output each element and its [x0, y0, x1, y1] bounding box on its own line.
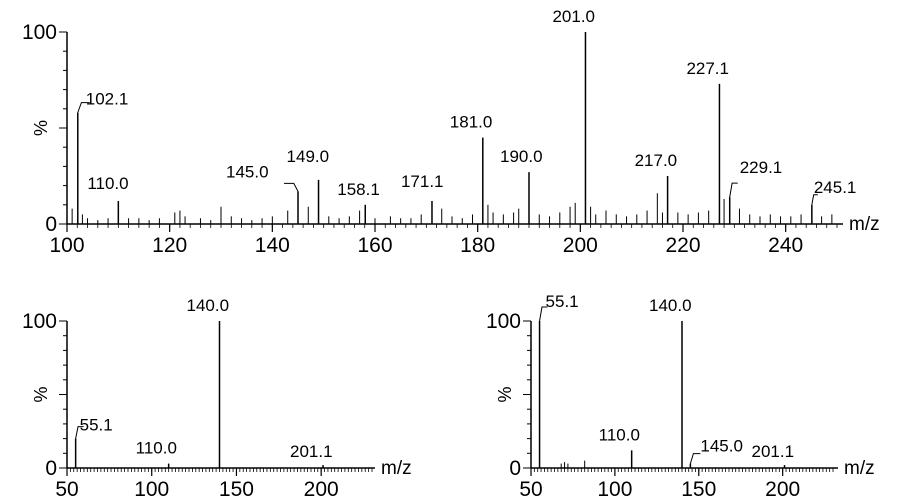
- panel-1-peak-leader: [729, 182, 738, 198]
- panel-1-peak-label: 171.1: [401, 172, 444, 191]
- panel-1-x-tick-label: 100: [49, 234, 84, 257]
- panel-2-x-tick-label: 200: [304, 478, 339, 501]
- panel-1-peak-label: 158.1: [337, 180, 380, 199]
- panel-3-x-tick-label: 50: [519, 478, 542, 501]
- panel-2-peak-label: 110.0: [136, 439, 177, 458]
- panel-2-y-tick-label: 100: [22, 310, 57, 333]
- panel-1-peak-label: 217.0: [635, 151, 678, 170]
- panel-1-x-tick-label: 180: [460, 234, 495, 257]
- panel-3-x-tick-label: 200: [765, 478, 800, 501]
- panel-2-x-axis-label: m/z: [381, 458, 412, 479]
- panel-2-x-tick-label: 150: [219, 478, 254, 501]
- panel-3-y-axis-label: %: [495, 386, 515, 402]
- panel-1-x-axis-label: m/z: [849, 214, 880, 235]
- panel-1-peak-leader: [77, 102, 90, 113]
- panel-3-y-tick-label: 0: [509, 457, 521, 480]
- panel-3-peak-label: 140.0: [649, 296, 692, 315]
- panel-3-x-axis-label: m/z: [844, 458, 875, 479]
- panel-3-peak-label: 110.0: [599, 425, 640, 444]
- panel-1-x-tick-label: 140: [255, 234, 290, 257]
- panel-3-peak-label: 201.1: [752, 442, 795, 461]
- panel-2-peak-leader: [75, 426, 84, 439]
- panel-2-peak-label: 201.1: [290, 442, 333, 461]
- panel-2-y-tick-label: 0: [45, 457, 57, 480]
- panel-1-y-tick-label: 100: [22, 21, 57, 44]
- panel-1-peak-label: 229.1: [740, 158, 783, 177]
- panel-2-y-axis-label: %: [31, 386, 51, 402]
- panel-3-x-tick-label: 100: [597, 478, 632, 501]
- panel-1-peak-label: 227.1: [686, 59, 729, 78]
- panel-1-peak-leader: [284, 182, 299, 192]
- panel-3-peak-leader: [689, 453, 701, 464]
- panel-1-peak-label: 190.0: [500, 147, 543, 166]
- panel-2-x-tick-label: 50: [55, 478, 78, 501]
- panel-3-peak-label: 55.1: [546, 292, 579, 311]
- panel-2-x-tick-label: 100: [134, 478, 169, 501]
- panel-3-peak-leader: [539, 306, 548, 322]
- panel-1-peak-label: 201.0: [552, 7, 595, 26]
- panel-1-peak-label: 181.0: [450, 113, 493, 132]
- panel-1-x-tick-label: 160: [357, 234, 392, 257]
- panel-1-peak-label: 110.0: [87, 174, 128, 193]
- panel-1-y-tick-label: 0: [45, 213, 57, 236]
- panel-3-y-tick-label: 100: [486, 310, 521, 333]
- panel-3-x-tick-label: 150: [681, 478, 716, 501]
- panel-1-peak-label: 102.1: [86, 90, 129, 109]
- panel-1-peak-label: 145.0: [226, 162, 269, 181]
- panel-2-peak-label: 55.1: [80, 416, 113, 435]
- panel-1-x-tick-label: 200: [563, 234, 598, 257]
- panel-1-x-tick-label: 240: [768, 234, 803, 257]
- panel-3-peak-label: 145.0: [700, 437, 743, 456]
- panel-1-x-tick-label: 120: [152, 234, 187, 257]
- panel-1-peak-leader: [811, 194, 818, 205]
- panel-2-peak-label: 140.0: [187, 296, 230, 315]
- panel-1-peak-label: 149.0: [287, 147, 330, 166]
- panel-1-x-tick-label: 220: [665, 234, 700, 257]
- panel-1-peak-label: 245.1: [814, 178, 857, 197]
- panel-1-y-axis-label: %: [31, 120, 51, 136]
